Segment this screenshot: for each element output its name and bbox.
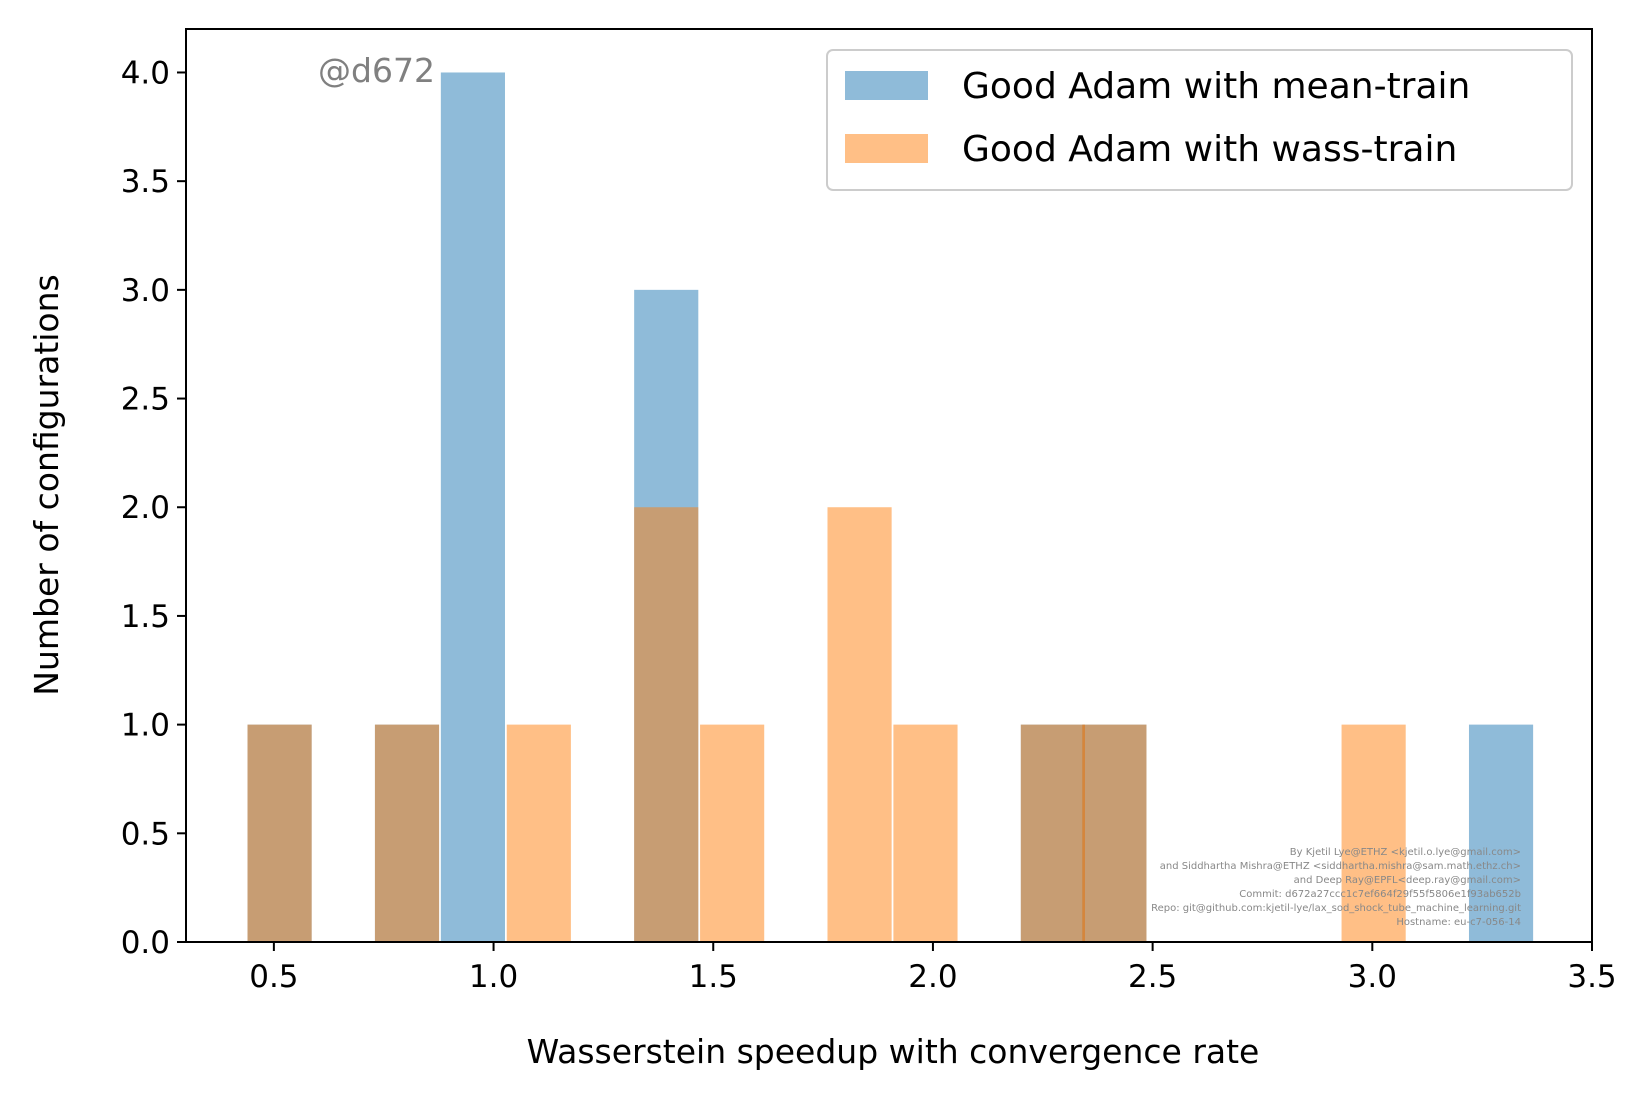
credit-line-5: Repo: git@github.com:kjetil-lye/lax_sod_… <box>1151 903 1521 914</box>
y-tick-label-1: 0.0 <box>121 925 170 961</box>
bar-series-2-bin-9 <box>1082 724 1147 942</box>
bar-series-2-bin-7 <box>893 724 958 942</box>
watermark-label: @d672 <box>318 51 435 90</box>
bar-series-1-bin-7 <box>1468 724 1534 942</box>
y-tick-label-3: 1.0 <box>121 708 170 744</box>
y-axis-ticks: 0.0 0.5 1.0 1.5 2.0 2.5 3.0 3.5 4.0 <box>121 55 186 961</box>
y-tick-label-5: 2.0 <box>121 490 170 526</box>
bar-series-2-bin-10 <box>1341 724 1406 942</box>
y-tick-label-9: 4.0 <box>121 55 170 91</box>
x-axis-label: Wasserstein speedup with convergence rat… <box>527 1032 1260 1071</box>
credit-line-4: Commit: d672a27ccc1c7ef664f29f55f5806e1f… <box>1239 889 1521 900</box>
credit-line-2: and Siddhartha Mishra@ETHZ <siddhartha.m… <box>1160 861 1521 872</box>
legend: Good Adam with mean-train Good Adam with … <box>826 49 1573 191</box>
bar-series-2-bin-1 <box>247 724 312 942</box>
bar-series-2-bin-6 <box>827 507 892 942</box>
x-axis-ticks: 0.5 1.0 1.5 2.0 2.5 3.0 3.5 <box>249 942 1617 995</box>
legend-entry-2: Good Adam with wass-train <box>962 129 1457 170</box>
credit-line-1: By Kjetil Lye@ETHZ <kjetil.o.lye@gmail.c… <box>1290 847 1521 858</box>
x-tick-label-6: 3.0 <box>1348 959 1397 995</box>
y-tick-label-8: 3.5 <box>121 164 170 200</box>
credit-line-6: Hostname: eu-c7-056-14 <box>1396 917 1521 928</box>
credits-block: By Kjetil Lye@ETHZ <kjetil.o.lye@gmail.c… <box>1151 847 1521 928</box>
x-tick-label-7: 3.5 <box>1567 959 1616 995</box>
bar-series-2-bin-3 <box>506 724 571 942</box>
bar-series-2-bin-8 <box>1020 724 1085 942</box>
legend-entry-1: Good Adam with mean-train <box>962 66 1470 107</box>
legend-swatch-1 <box>845 71 928 100</box>
bar-series-2-bin-5 <box>700 724 765 942</box>
bars-layer <box>247 72 1534 942</box>
bar-series-2-bin-4 <box>634 507 699 942</box>
bar-series-2-bin-2 <box>374 724 440 942</box>
y-tick-label-4: 1.5 <box>121 599 170 635</box>
y-axis-label: Number of configurations <box>27 274 66 695</box>
x-tick-label-4: 2.0 <box>908 959 957 995</box>
plot-frame <box>185 28 1593 943</box>
legend-swatch-2 <box>845 134 928 163</box>
legend-box <box>826 49 1573 191</box>
x-tick-label-5: 2.5 <box>1128 959 1177 995</box>
y-tick-label-2: 0.5 <box>121 816 170 852</box>
credit-line-3: and Deep Ray@EPFL<deep.ray@gmail.com> <box>1294 875 1521 886</box>
y-tick-label-6: 2.5 <box>121 382 170 418</box>
x-tick-label-2: 1.0 <box>469 959 518 995</box>
x-tick-label-1: 0.5 <box>249 959 298 995</box>
y-tick-label-7: 3.0 <box>121 273 170 309</box>
x-tick-label-3: 1.5 <box>689 959 738 995</box>
bar-series-1-bin-3 <box>440 72 505 942</box>
